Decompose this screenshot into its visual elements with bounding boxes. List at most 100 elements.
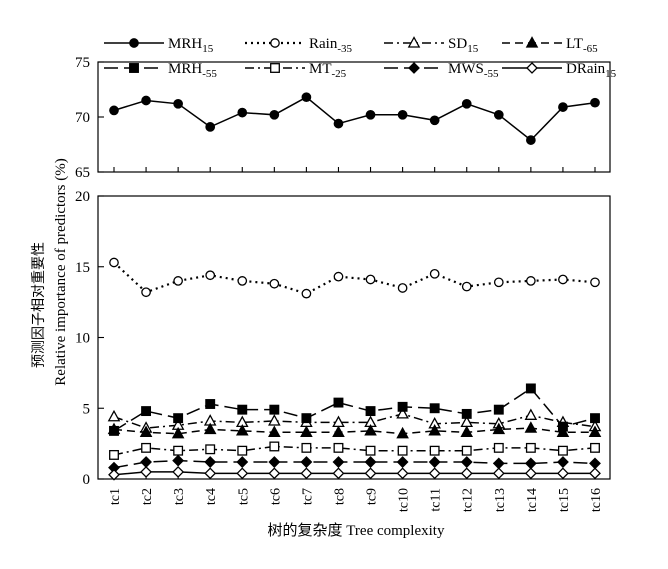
data-point [141, 406, 152, 417]
data-point [173, 445, 184, 456]
data-point [333, 397, 344, 408]
data-point [558, 102, 568, 112]
y-axis-label-en: Relative importance of predictors (%) [53, 158, 69, 385]
data-point [590, 413, 600, 424]
x-tick-label: tc1 [108, 488, 123, 505]
legend-marker [270, 38, 280, 48]
series-drain15 [108, 466, 601, 481]
x-tick-label: tc13 [493, 488, 508, 512]
legend-label: MWS-55 [448, 61, 499, 80]
data-point [461, 408, 472, 419]
data-point [429, 403, 440, 414]
data-point [171, 426, 185, 439]
series-line [113, 427, 595, 435]
data-point [365, 406, 376, 417]
data-point [493, 442, 504, 453]
series-line [113, 459, 596, 469]
legend-label: MRH15 [168, 36, 214, 55]
data-point [557, 467, 569, 480]
data-point [332, 425, 345, 437]
data-point [364, 424, 377, 436]
x-tick-label: tc11 [429, 488, 444, 512]
legend: MRH15 Rain-35 SD15 LT-65 MRH-55 MT-25 MWS-55 DR… [104, 36, 617, 80]
data-point [204, 456, 217, 468]
legend-label: MRH-55 [168, 61, 217, 80]
data-point [140, 466, 152, 478]
data-point [492, 467, 505, 480]
data-point [236, 456, 249, 468]
data-point [461, 445, 472, 456]
legend-marker [526, 62, 538, 74]
data-point [172, 454, 185, 467]
x-tick-label: tc7 [300, 488, 315, 505]
data-point [524, 421, 538, 433]
data-point [268, 414, 281, 426]
data-point [557, 421, 568, 432]
data-point [429, 115, 440, 126]
data-point [589, 467, 601, 480]
series-mws-55 [108, 454, 601, 474]
legend-label: MT-25 [309, 61, 347, 80]
data-point [269, 109, 280, 120]
data-point [139, 425, 153, 437]
x-tick-label: tc14 [525, 488, 540, 512]
lower-y-tick-label: 5 [83, 401, 91, 417]
data-point [396, 407, 409, 419]
data-point [397, 109, 408, 120]
data-point [429, 445, 440, 456]
data-point [269, 441, 280, 452]
data-point [590, 97, 600, 108]
upper-y-tick-label: 75 [75, 55, 90, 71]
series-line [113, 413, 596, 429]
data-point [397, 283, 408, 293]
x-tick-label: tc9 [365, 488, 380, 505]
x-tick-label: tc6 [268, 488, 283, 505]
series-line [113, 261, 596, 295]
data-point [108, 468, 120, 481]
legend-marker [525, 36, 539, 48]
legend-item: MWS-55 [384, 61, 499, 80]
data-point [364, 456, 377, 468]
data-point [140, 456, 152, 468]
data-point [365, 274, 376, 285]
data-point [493, 404, 504, 415]
data-point [524, 457, 537, 470]
legend-label: LT-65 [566, 36, 598, 55]
data-point [301, 442, 312, 453]
data-point [300, 425, 313, 437]
series-line [113, 387, 596, 432]
data-point [557, 445, 568, 456]
legend-label: DRain15 [566, 61, 617, 80]
data-point [557, 456, 569, 468]
data-point [493, 277, 504, 288]
data-point [173, 276, 183, 286]
x-tick-label: tc2 [140, 488, 155, 505]
data-point [396, 426, 409, 439]
upper-y-tick-label: 70 [75, 110, 90, 126]
series-mrh-55 [109, 383, 600, 436]
series-line [113, 445, 596, 456]
data-point [525, 442, 536, 453]
data-point [333, 118, 344, 129]
x-tick-label: tc10 [397, 488, 412, 512]
data-point [589, 457, 601, 470]
data-point [526, 276, 536, 286]
x-tick-label: tc3 [172, 488, 187, 505]
data-point [109, 257, 119, 268]
data-point [461, 281, 472, 292]
data-point [492, 422, 506, 435]
lower-y-tick-label: 15 [75, 260, 90, 276]
x-tick-label: tc12 [461, 488, 476, 512]
legend-marker [129, 38, 139, 48]
data-point [268, 456, 281, 468]
data-point [269, 278, 280, 289]
legend-marker [270, 63, 280, 73]
x-tick-label: tc5 [236, 488, 251, 505]
legend-item: DRain15 [502, 61, 617, 80]
data-point [172, 466, 185, 478]
data-point [492, 457, 505, 470]
legend-label: SD15 [448, 36, 479, 55]
data-point [203, 422, 217, 435]
data-point [428, 424, 441, 436]
series-line [113, 471, 595, 476]
